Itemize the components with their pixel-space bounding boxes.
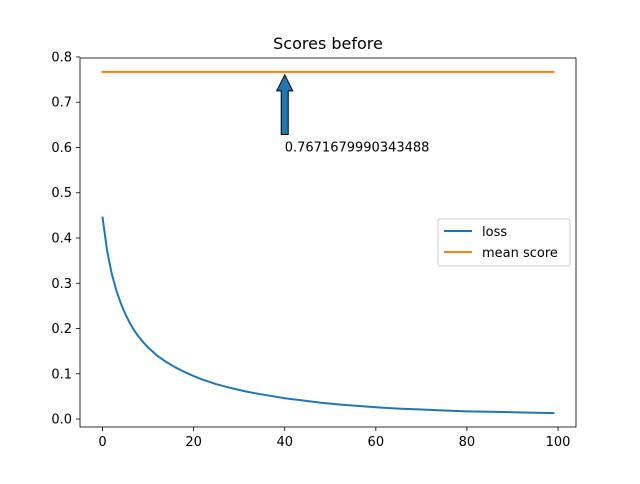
legend-label-mean-score: mean score	[482, 246, 558, 261]
y-tick-label: 0.1	[51, 367, 72, 382]
chart-title: Scores before	[273, 34, 383, 53]
y-tick-label: 0.6	[51, 141, 72, 156]
x-tick-label: 20	[185, 435, 202, 450]
x-tick-label: 80	[459, 435, 476, 450]
y-tick-label: 0.5	[51, 186, 72, 201]
legend-label-loss: loss	[482, 225, 507, 240]
y-tick-label: 0.8	[51, 50, 72, 65]
y-axis-ticks: 0.0 0.1 0.2 0.3 0.4 0.5 0.6 0.7 0.8	[51, 50, 80, 428]
series-line-loss	[101, 216, 555, 415]
x-axis-ticks: 0 20 40 60 80 100	[98, 427, 570, 450]
plot-lines	[101, 70, 555, 415]
annotation-arrow	[275, 73, 294, 135]
y-tick-label: 0.2	[51, 322, 72, 337]
x-tick-label: 100	[546, 435, 571, 450]
legend: loss mean score	[437, 218, 571, 267]
y-tick-label: 0.7	[51, 96, 72, 111]
y-tick-label: 0.3	[51, 277, 72, 292]
x-tick-label: 0	[98, 435, 106, 450]
y-tick-label: 0.4	[51, 231, 72, 246]
x-tick-label: 40	[276, 435, 293, 450]
y-tick-label: 0.0	[51, 413, 72, 428]
axes-frame	[79, 57, 577, 428]
annotation-layer: 0.7671679990343488	[275, 73, 430, 155]
annotation-label: 0.7671679990343488	[285, 140, 430, 155]
x-tick-label: 60	[368, 435, 385, 450]
